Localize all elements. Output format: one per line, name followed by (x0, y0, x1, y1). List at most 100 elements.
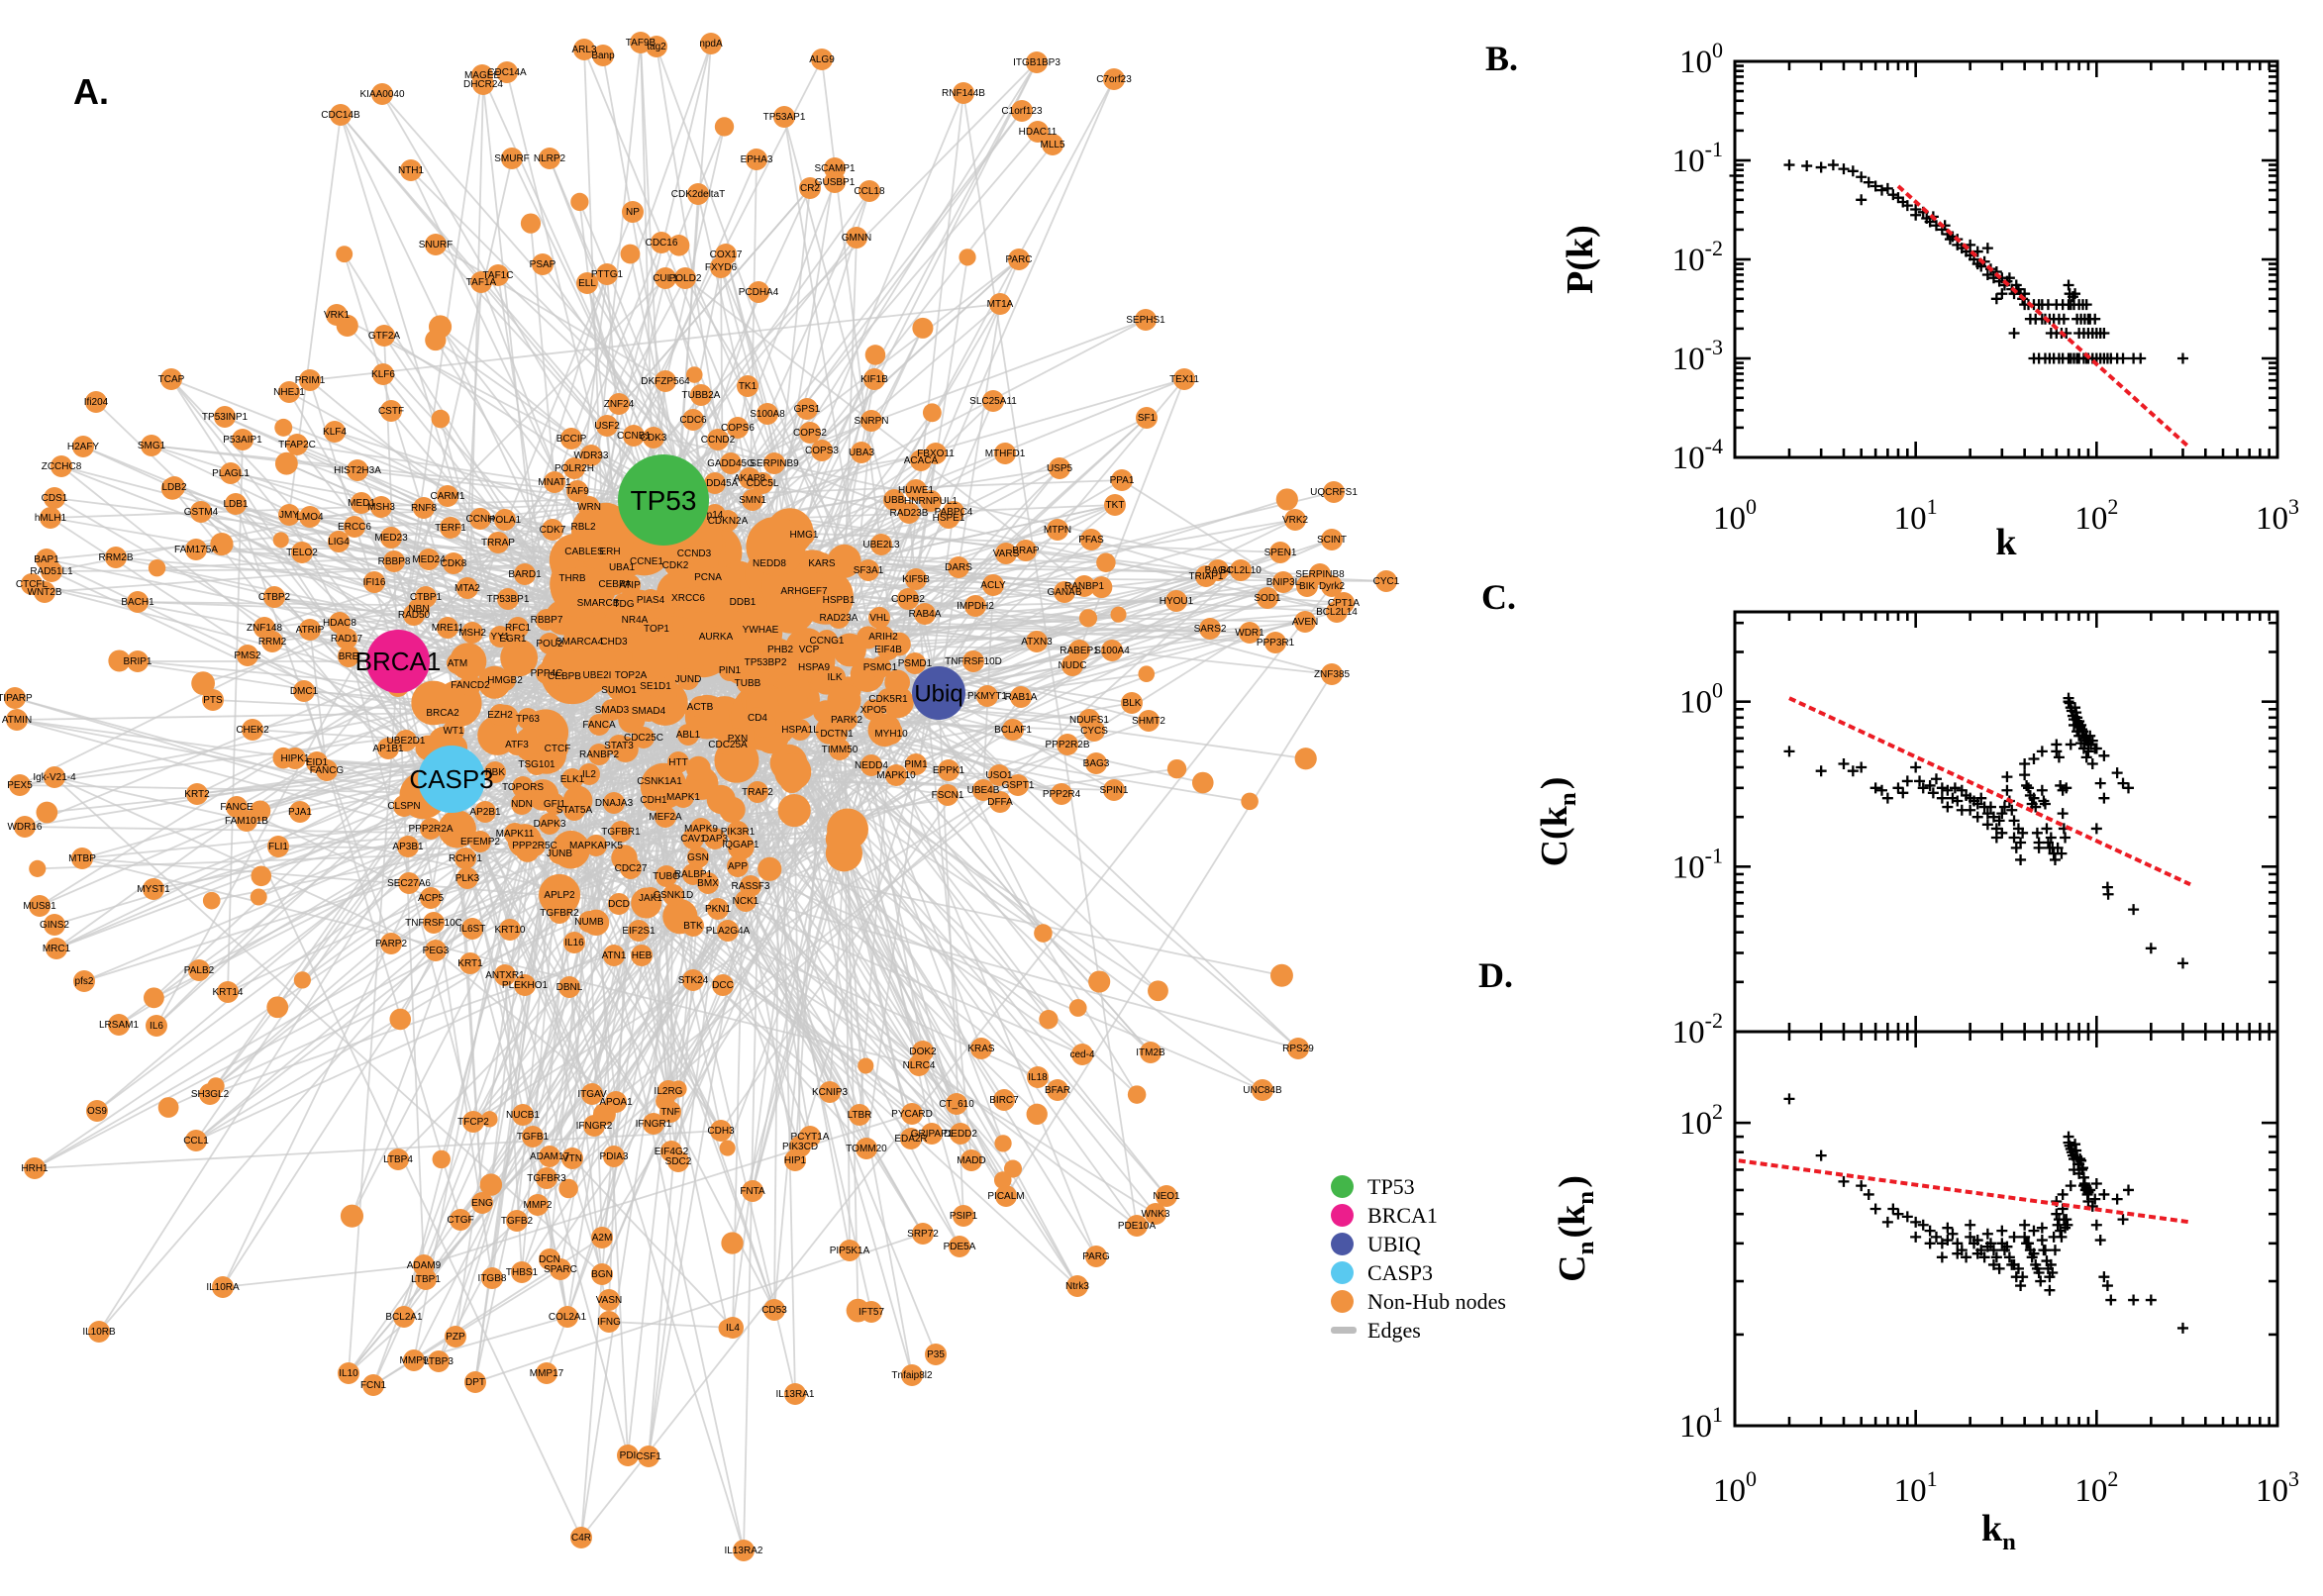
network-node-label: MED1 (348, 498, 375, 509)
network-node (1326, 601, 1348, 623)
network-node (293, 680, 315, 702)
network-node (454, 848, 476, 869)
network-node (994, 443, 1016, 464)
network-node-label: IL13RA1 (776, 1389, 815, 1400)
network-node-label: CDS1 (42, 493, 68, 504)
network-node-label: H2AFY (67, 442, 100, 452)
hub-label-ubiq: Ubiq (914, 680, 962, 707)
network-node (588, 744, 610, 765)
network-node (383, 550, 405, 572)
network-node (697, 566, 719, 588)
network-node-label: PXN (728, 734, 749, 745)
network-node-label: KIF1B (860, 374, 888, 385)
tick-label: 100 (1679, 38, 1723, 80)
network-node-label: CR2 (800, 183, 820, 194)
network-node-label: USF2 (594, 421, 620, 432)
network-node (1051, 783, 1072, 805)
network-node (344, 516, 365, 538)
network-node (620, 664, 642, 686)
network-node (141, 435, 162, 456)
network-node (29, 895, 50, 917)
network-node-label: MAPKAPK5 (569, 841, 623, 851)
network-node (880, 723, 902, 745)
network-node-label: CSNK1A1 (637, 776, 682, 787)
network-node-label: IL2RG (655, 1086, 683, 1097)
network-node (750, 619, 771, 641)
tick-label: 101 (1894, 494, 1938, 537)
network-node-label: COPS6 (721, 423, 755, 434)
network-node (1083, 720, 1105, 742)
network-node-label: PCYT1A (791, 1132, 830, 1143)
network-node-label: PCNA (694, 572, 722, 583)
network-node-label: DBNL (556, 982, 583, 993)
network-node-label: BCL2L14 (1316, 607, 1358, 618)
network-node-label: COPB2 (891, 594, 925, 605)
network-node-label: FNTA (740, 1186, 765, 1197)
network-node (885, 764, 907, 786)
network-node (870, 534, 892, 555)
network-node-label: PLAGL1 (212, 468, 250, 479)
network-node (596, 415, 618, 437)
network-node (160, 368, 182, 390)
network-node-label: PARK2 (831, 715, 862, 726)
network-node-label: DEDD2 (944, 1129, 977, 1140)
network-node-label: IQGAP1 (722, 840, 759, 850)
network-node (585, 835, 607, 856)
network-node-label: HDAC11 (1019, 127, 1058, 138)
network-node-label: UBE2D1 (387, 736, 426, 747)
network-node-label: BGN (591, 1269, 613, 1280)
network-node (995, 1185, 1017, 1207)
network-node-label: Banp (591, 50, 615, 61)
network-node-label: KRT14 (213, 987, 244, 998)
y-axis-label: C(kn ) (1534, 777, 1581, 867)
network-node-label: AP3B1 (392, 842, 424, 852)
network-node (682, 915, 704, 937)
network-node (608, 393, 630, 415)
network-node (1296, 575, 1318, 597)
network-node-label: PDE5A (944, 1242, 976, 1252)
network-node (445, 1326, 466, 1347)
network-node-label: PPP3R1 (1257, 638, 1295, 648)
network-node (494, 509, 516, 531)
network-node (962, 650, 984, 672)
network-node (558, 976, 580, 998)
network-node (261, 631, 283, 652)
network-node (127, 650, 149, 672)
network-node-label: POLA1 (489, 515, 522, 526)
network-hubs-layer: TP53 BRCA1 Ubiq CASP3 (355, 454, 965, 813)
legend-dot-icon (1331, 1290, 1354, 1313)
network-node (682, 828, 704, 849)
network-node (570, 1527, 592, 1548)
network-node (1173, 368, 1195, 390)
network-node-label: BLK (1123, 698, 1142, 709)
network-node-label: BCLAF1 (994, 725, 1032, 736)
x-axis-label: kn (1981, 1508, 2019, 1555)
network-node (232, 429, 253, 450)
network-node-label: JUNB (547, 848, 572, 859)
network-node (937, 784, 959, 806)
network-node-label: SMARCA4 (556, 637, 604, 648)
network-node-label: THRB (558, 573, 586, 584)
network-node (953, 1205, 974, 1227)
network-node (212, 1276, 234, 1298)
network-node (646, 618, 667, 640)
network-node (36, 549, 57, 570)
network-node-label: TGFBR1 (601, 827, 641, 838)
network-node (1121, 692, 1143, 714)
network-node (347, 459, 368, 481)
network-node-label: CDC16 (646, 238, 678, 249)
network-node-label: BACH1 (121, 597, 154, 608)
network-node-label: Dyrk2 (1319, 581, 1346, 592)
network-node (278, 504, 300, 526)
network-node (1042, 134, 1063, 155)
network-node-label: C1orf123 (1001, 106, 1043, 117)
plot-b: 100 101 102 103 100 10-1 10-2 10-3 10-4 k P(k) (1560, 38, 2299, 563)
network-node (993, 1089, 1015, 1111)
network-node (9, 774, 31, 796)
network-node-label: BCL2A1 (385, 1312, 423, 1323)
legend-dot-icon (1331, 1175, 1354, 1198)
network-node (596, 263, 618, 285)
network-node-label: CTBP2 (258, 592, 291, 603)
network-node (624, 609, 646, 631)
network-node-label: WNT2B (28, 587, 62, 598)
